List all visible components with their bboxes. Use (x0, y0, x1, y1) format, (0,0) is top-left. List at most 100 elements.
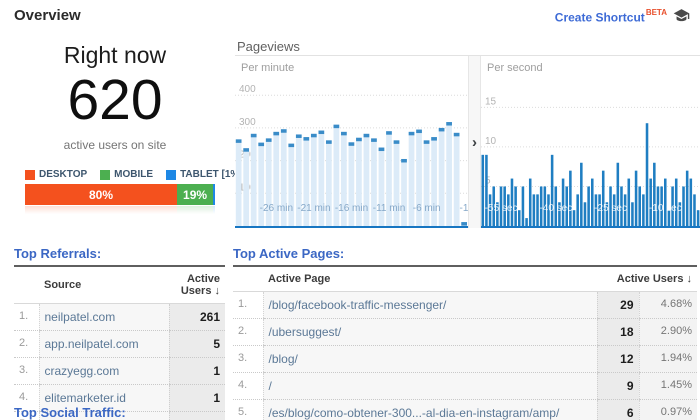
top-referrals-table: Source Active Users ↓ 1. neilpatel.com 261… (14, 265, 225, 420)
table-row: 1./blog/facebook-traffic-messenger/29 4.6… (233, 291, 697, 319)
active-users-percent: 1.94% (638, 345, 697, 373)
sort-desc-icon: ↓ (686, 273, 693, 285)
table-row: 3./blog/12 1.94% (233, 345, 697, 373)
device-bar-segment (177, 206, 214, 215)
pageviews-per-minute-chart: 100200300400-26 min-21 min-16 min-11 min… (235, 56, 468, 228)
svg-text:-6 min: -6 min (413, 203, 441, 214)
pageviews-divider-rule (235, 55, 700, 56)
legend-swatch-icon (166, 169, 177, 180)
create-shortcut-label: Create Shortcut (554, 10, 645, 25)
active-users-value: 18 (596, 318, 639, 346)
svg-text:-26 min: -26 min (260, 203, 293, 214)
referral-source: keywordseverywhere.com (38, 411, 169, 420)
active-users-percent: 0.97% (638, 399, 697, 420)
row-rank: 2. (233, 318, 263, 346)
device-bar-segment (213, 206, 215, 215)
device-legend: DESKTOP MOBILE TABLET [1%] (25, 169, 243, 180)
active-users-sort-header[interactable]: Active Users ↓ (169, 266, 225, 304)
active-users-value: 1 (168, 384, 225, 412)
device-bar-segment: 80% (25, 184, 177, 205)
active-users-count: 620 (67, 68, 163, 132)
source-column-header: Source (39, 266, 169, 304)
table-row: 2./ubersuggest/18 2.90% (233, 318, 697, 346)
svg-text:10: 10 (485, 136, 497, 147)
legend-label: MOBILE (114, 169, 154, 180)
table-row: 4./9 1.45% (233, 372, 697, 400)
active-users-value: 1 (168, 411, 225, 420)
row-rank: 1. (233, 291, 263, 319)
svg-text:-16 min: -16 min (335, 203, 368, 214)
active-users-value: 1 (168, 357, 225, 385)
top-active-pages-table: Active Page Active Users ↓ 1./blog/faceb… (233, 265, 697, 420)
rank-column-header (14, 266, 39, 304)
active-users-value: 9 (596, 372, 639, 400)
beta-badge: BETA (645, 8, 667, 17)
svg-text:15: 15 (485, 96, 497, 107)
row-rank: 3. (14, 357, 39, 385)
graduation-cap-icon (673, 9, 690, 22)
page-title: Overview (14, 7, 81, 24)
svg-text:-10 sec: -10 sec (649, 203, 682, 214)
referral-source: app.neilpatel.com (38, 330, 169, 358)
svg-text:-11 min: -11 min (373, 203, 406, 214)
active-users-percent: 1.45% (638, 372, 697, 400)
row-rank: 4. (14, 384, 39, 412)
row-rank: 5. (233, 399, 263, 420)
device-usage-bar-reflection (25, 206, 215, 215)
active-users-subtitle: active users on site (63, 138, 167, 153)
legend-item: DESKTOP (25, 169, 87, 180)
device-bar-segment (213, 184, 215, 205)
row-rank: 1. (14, 303, 39, 331)
table-row: 1. neilpatel.com 261 (14, 303, 225, 331)
top-social-traffic-heading: Top Social Traffic: (14, 405, 126, 420)
active-page-path: /es/blog/como-obtener-300...-al-dia-en-i… (262, 399, 597, 420)
referral-source: crazyegg.com (38, 357, 169, 385)
active-users-value: 6 (596, 399, 639, 420)
active-page-path: / (262, 372, 597, 400)
active-users-value: 12 (596, 345, 639, 373)
referral-source: neilpatel.com (38, 303, 169, 331)
top-referrals-section: Top Referrals: Source Active Users ↓ 1. n… (14, 246, 225, 420)
top-referrals-heading: Top Referrals: (14, 246, 102, 261)
device-bar-segment (25, 206, 177, 215)
device-usage-bar: 80% 19% (25, 184, 215, 205)
svg-text:300: 300 (239, 117, 256, 128)
chevron-right-icon: › (472, 133, 477, 151)
top-active-pages-section: Top Active Pages: Active Page Active Use… (233, 246, 697, 420)
chart-collapse-handle[interactable]: › (468, 56, 481, 228)
active-page-path: /blog/facebook-traffic-messenger/ (262, 291, 597, 319)
active-users-sort-header[interactable]: Active Users ↓ (597, 266, 697, 292)
pageviews-title: Pageviews (237, 39, 300, 54)
active-page-path: /ubersuggest/ (262, 318, 597, 346)
active-page-path: /blog/ (262, 345, 597, 373)
per-minute-label: Per minute (241, 62, 295, 74)
table-row: 4. elitemarketer.id 1 (14, 384, 225, 412)
legend-label: TABLET [1%] (180, 169, 243, 180)
top-active-pages-heading: Top Active Pages: (233, 246, 345, 261)
table-row: 2. app.neilpatel.com 5 (14, 330, 225, 358)
active-users-percent: 2.90% (638, 318, 697, 346)
referral-source: elitemarketer.id (38, 384, 169, 412)
per-second-label: Per second (487, 62, 543, 74)
row-rank: 3. (233, 345, 263, 373)
svg-text:-25 sec: -25 sec (594, 203, 627, 214)
legend-swatch-icon (25, 169, 35, 180)
rank-column-header (233, 266, 263, 292)
pageviews-per-second-chart: 5 10 15 -55 sec -40 sec -25 sec -10 sec Per se… (481, 56, 700, 228)
active-page-column-header: Active Page (263, 266, 597, 292)
row-rank: 2. (14, 330, 39, 358)
create-shortcut-link[interactable]: Create ShortcutBETA (555, 8, 690, 26)
legend-label: DESKTOP (39, 169, 88, 180)
right-now-panel: Right now 620 active users on site (0, 42, 230, 152)
row-rank: 4. (233, 372, 263, 400)
svg-text:400: 400 (239, 84, 256, 95)
sort-desc-icon: ↓ (214, 285, 221, 297)
legend-item: MOBILE (100, 169, 153, 180)
table-row: 5./es/blog/como-obtener-300...-al-dia-en… (233, 399, 697, 420)
active-users-percent: 4.68% (638, 291, 697, 319)
legend-item: TABLET [1%] (166, 169, 243, 180)
svg-text:-40 sec: -40 sec (539, 203, 572, 214)
table-row: 3. crazyegg.com 1 (14, 357, 225, 385)
